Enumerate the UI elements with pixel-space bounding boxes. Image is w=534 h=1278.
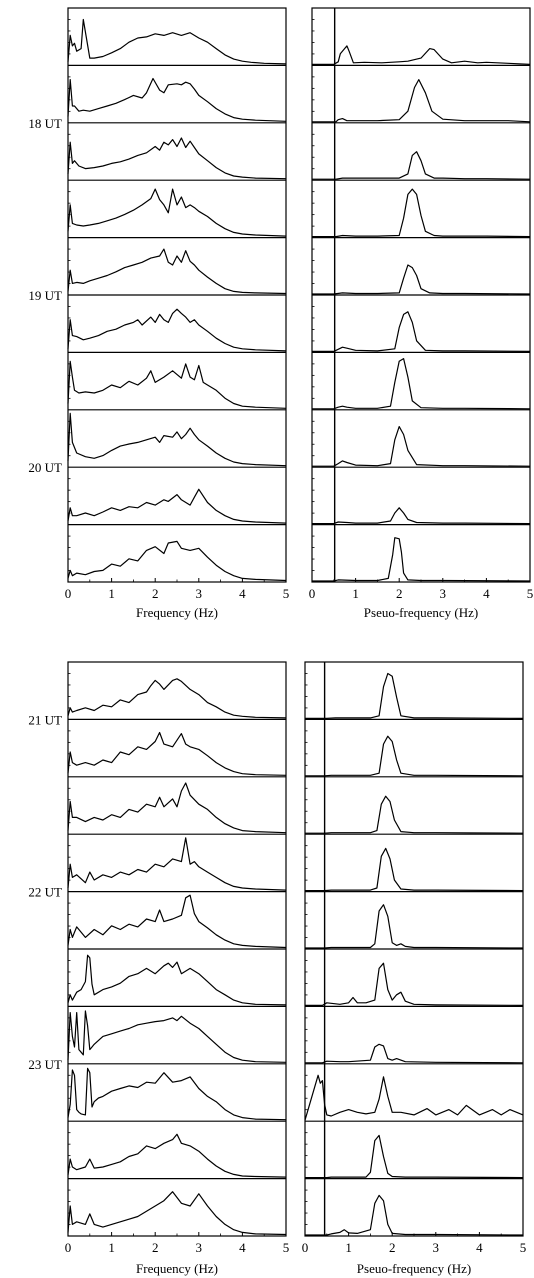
x-tick-label: 1 (352, 586, 359, 601)
series-line-row-7 (67, 360, 287, 409)
series-line-row-1 (312, 45, 531, 66)
x-axis-label: Frequency (Hz) (136, 605, 218, 620)
series-line-row-1 (67, 678, 287, 719)
x-tick-label: 4 (239, 586, 246, 601)
x-tick-label: 0 (65, 586, 72, 601)
series-line-row-5 (305, 904, 524, 949)
time-label: 23 UT (28, 1057, 62, 1072)
series-line-row-1 (67, 18, 287, 65)
x-tick-label: 5 (283, 586, 290, 601)
series-line-row-2 (305, 735, 524, 777)
series-line-row-9 (67, 488, 287, 524)
series-line-row-5 (312, 264, 531, 295)
series-line-row-4 (312, 188, 531, 238)
x-tick-label: 0 (309, 586, 316, 601)
series-line-row-5 (67, 894, 287, 949)
series-line-row-8 (312, 426, 531, 467)
time-label: 21 UT (28, 712, 62, 727)
series-line-row-5 (67, 248, 287, 295)
x-tick-label: 1 (108, 586, 115, 601)
x-tick-label: 5 (520, 1240, 527, 1255)
panel-upper-left: 0 1 2 3 4 5 Frequency (Hz) 18 UT 19 UT 20 UT (28, 7, 290, 620)
series-line-row-2 (67, 731, 287, 776)
series-line-row-8 (67, 412, 287, 467)
series-line-row-3 (67, 782, 287, 834)
time-label: 20 UT (28, 460, 62, 475)
x-axis-label: Pseuo-frequency (Hz) (357, 1261, 471, 1276)
x-tick-label: 2 (152, 1240, 159, 1255)
panel-lower-right: 0 1 2 3 4 5 Pseuo-frequency (Hz) (302, 661, 527, 1276)
series-line-row-4 (67, 188, 287, 237)
x-tick-label: 1 (345, 1240, 352, 1255)
x-tick-label: 1 (108, 1240, 115, 1255)
series-line-row-10 (305, 1194, 524, 1236)
x-axis-label: Pseuo-frequency (Hz) (364, 605, 478, 620)
panel-lower-left: 0 1 2 3 4 5 Frequency (Hz) 21 UT 22 UT 23 UT (28, 661, 290, 1276)
x-tick-label: 3 (196, 1240, 203, 1255)
series-line-row-7 (67, 1010, 287, 1063)
series-line-row-3 (312, 151, 531, 180)
x-tick-label: 3 (433, 1240, 440, 1255)
x-tick-label: 5 (283, 1240, 290, 1255)
series-line-row-8 (67, 1067, 287, 1121)
series-line-row-10 (67, 540, 287, 582)
series-line-row-1 (305, 672, 524, 720)
series-line-row-10 (312, 537, 531, 582)
x-tick-label: 3 (440, 586, 447, 601)
series-line-row-7 (305, 1043, 524, 1064)
series-line-row-4 (67, 837, 287, 891)
x-tick-label: 4 (476, 1240, 483, 1255)
x-tick-label: 4 (483, 586, 490, 601)
series-line-row-9 (67, 1133, 287, 1178)
time-label: 18 UT (28, 116, 62, 131)
x-tick-label: 0 (65, 1240, 72, 1255)
x-tick-label: 2 (389, 1240, 396, 1255)
x-tick-label: 5 (527, 586, 534, 601)
series-line-row-2 (312, 78, 531, 123)
series-line-row-9 (305, 1134, 524, 1179)
series-line-row-8 (304, 1074, 524, 1121)
series-line-row-2 (67, 77, 287, 122)
series-line-row-6 (312, 311, 531, 352)
x-tick-label: 2 (396, 586, 403, 601)
series-line-row-3 (67, 137, 287, 180)
series-line-row-6 (67, 954, 287, 1006)
panel-upper-right: 0 1 2 3 4 5 Pseuo-frequency (Hz) (309, 7, 534, 620)
x-tick-label: 3 (196, 586, 203, 601)
x-tick-label: 4 (239, 1240, 246, 1255)
series-line-row-10 (67, 1191, 287, 1236)
x-axis-label: Frequency (Hz) (136, 1261, 218, 1276)
series-line-row-9 (312, 507, 531, 525)
series-line-row-7 (312, 358, 531, 410)
time-label: 19 UT (28, 288, 62, 303)
time-label: 22 UT (28, 885, 62, 900)
series-line-row-4 (305, 847, 524, 892)
x-tick-label: 2 (152, 586, 159, 601)
series-line-row-3 (305, 795, 524, 834)
series-line-row-6 (305, 962, 524, 1007)
x-tick-label: 0 (302, 1240, 309, 1255)
series-line-row-6 (67, 308, 287, 352)
